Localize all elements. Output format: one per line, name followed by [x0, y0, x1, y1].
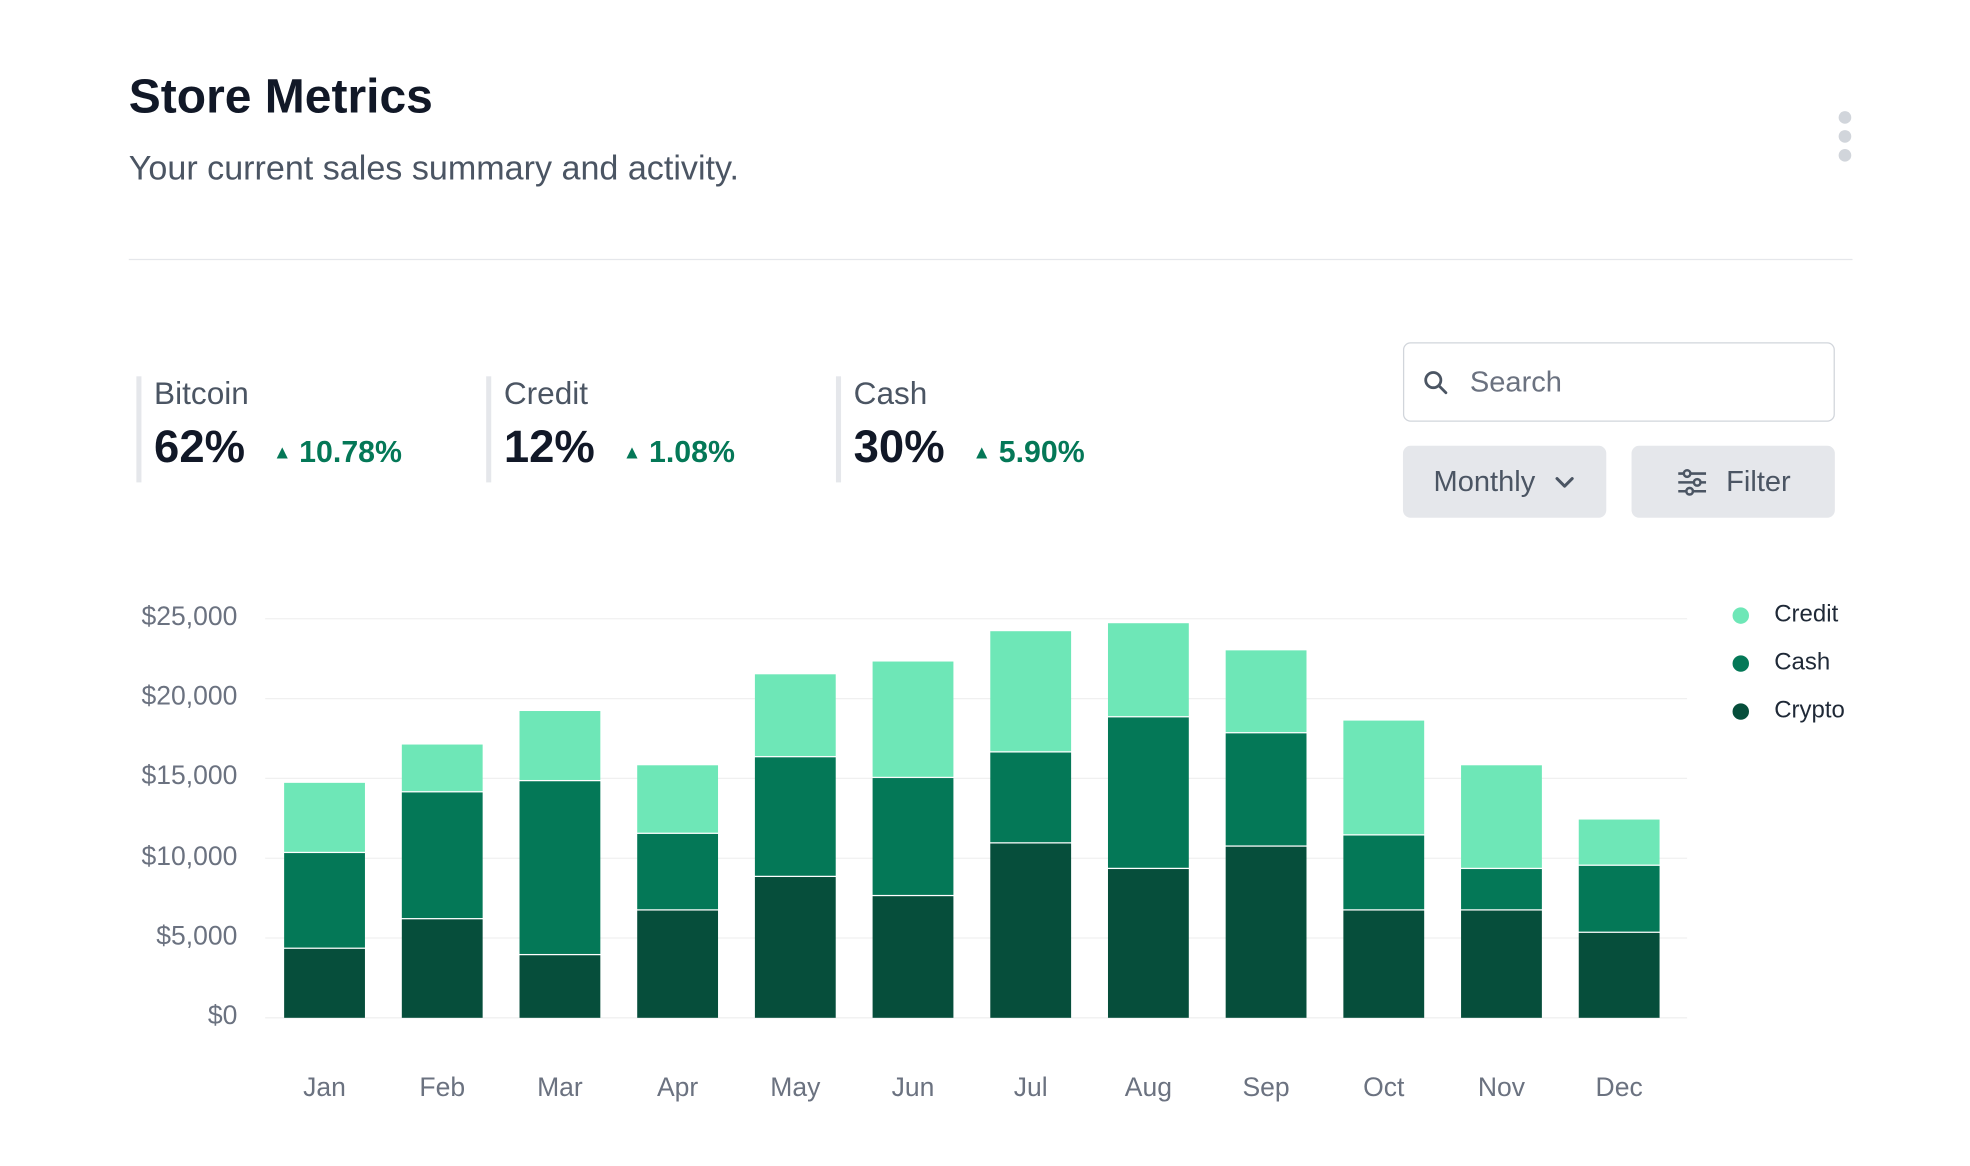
- bar-cash-mar: [519, 781, 601, 954]
- stat-value: 62%: [154, 420, 246, 473]
- bar-crypto-jan: [284, 948, 365, 1018]
- bar-credit-jun: [872, 661, 954, 777]
- search-icon: [1424, 370, 1448, 394]
- stat-value: 12%: [503, 420, 595, 473]
- legend-crypto: Crypto: [1732, 697, 1845, 725]
- x-tick-label: Mar: [537, 1073, 583, 1103]
- period-dropdown[interactable]: Monthly: [1402, 445, 1607, 518]
- stat-bitcoin: Bitcoin 62% ▲ 10.78%: [136, 376, 402, 483]
- x-tick-label: Dec: [1595, 1073, 1643, 1103]
- stat-cash: Cash 30% ▲ 5.90%: [835, 376, 1085, 483]
- y-tick-label: $0: [207, 1001, 238, 1031]
- bar-credit-dec: [1578, 819, 1660, 865]
- bar-cash-jul: [990, 752, 1072, 843]
- sliders-icon: [1678, 468, 1706, 496]
- stat-value: 30%: [853, 420, 945, 473]
- bar-crypto-may: [754, 877, 836, 1018]
- bar-crypto-jul: [990, 843, 1072, 1018]
- search-box[interactable]: [1402, 342, 1835, 422]
- bar-cash-apr: [637, 833, 719, 910]
- legend-label: Credit: [1774, 601, 1839, 628]
- bar-credit-aug: [1107, 623, 1189, 717]
- search-input[interactable]: [1467, 363, 1801, 401]
- stat-change: ▲ 1.08%: [623, 436, 735, 471]
- stat-change: ▲ 5.90%: [972, 436, 1084, 471]
- legend-label: Crypto: [1774, 697, 1845, 724]
- bar-cash-sep: [1225, 733, 1307, 846]
- bar-crypto-sep: [1225, 846, 1307, 1018]
- bar-crypto-oct: [1343, 910, 1425, 1018]
- x-tick-label: Jun: [891, 1073, 935, 1103]
- x-tick-label: Apr: [656, 1073, 699, 1103]
- stat-change-value: 1.08%: [648, 435, 735, 470]
- bar-credit-apr: [637, 765, 719, 833]
- legend-dot: [1732, 654, 1749, 672]
- legend-cash: Cash: [1732, 649, 1831, 677]
- y-tick-label: $25,000: [141, 602, 238, 632]
- x-tick-label: May: [770, 1073, 821, 1103]
- bar-cash-oct: [1343, 835, 1425, 910]
- divider: [128, 258, 1853, 261]
- bar-credit-feb: [401, 744, 483, 792]
- y-tick-label: $10,000: [141, 841, 238, 871]
- x-tick-label: Jul: [1013, 1073, 1048, 1103]
- legend-dot: [1732, 702, 1749, 720]
- bar-credit-mar: [519, 711, 601, 780]
- stat-label: Bitcoin: [154, 376, 249, 412]
- legend-credit: Credit: [1732, 601, 1839, 629]
- page-subtitle: Your current sales summary and activity.: [128, 149, 739, 187]
- bar-credit-may: [754, 674, 836, 757]
- bar-crypto-dec: [1578, 932, 1660, 1018]
- y-tick-label: $15,000: [141, 761, 238, 792]
- x-tick-label: Oct: [1363, 1073, 1405, 1103]
- bar-crypto-jun: [872, 896, 954, 1018]
- bar-cash-may: [754, 757, 836, 876]
- x-tick-label: Aug: [1124, 1073, 1172, 1103]
- page-title: Store Metrics: [128, 70, 433, 124]
- period-value: Monthly: [1433, 464, 1536, 498]
- bar-cash-dec: [1578, 865, 1660, 932]
- legend-dot: [1732, 606, 1749, 624]
- arrow-up-icon: ▲: [972, 441, 992, 464]
- stat-change-value: 10.78%: [299, 435, 402, 470]
- bar-crypto-mar: [519, 955, 601, 1018]
- bar-crypto-apr: [637, 910, 719, 1018]
- bar-crypto-aug: [1107, 869, 1189, 1018]
- bar-credit-jul: [990, 631, 1072, 752]
- arrow-up-icon: ▲: [272, 441, 292, 464]
- bar-crypto-feb: [401, 919, 483, 1018]
- bar-credit-nov: [1461, 765, 1542, 868]
- stat-label: Cash: [853, 376, 928, 412]
- stat-change: ▲ 10.78%: [273, 436, 402, 471]
- stat-credit: Credit 12% ▲ 1.08%: [486, 376, 735, 483]
- stat-change-value: 5.90%: [998, 435, 1085, 470]
- x-tick-label: Feb: [419, 1073, 466, 1103]
- legend-label: Cash: [1774, 649, 1831, 676]
- x-tick-label: Sep: [1242, 1073, 1290, 1103]
- x-tick-label: Nov: [1477, 1073, 1526, 1103]
- bar-cash-feb: [401, 792, 483, 919]
- bar-cash-aug: [1107, 717, 1189, 868]
- bar-cash-nov: [1461, 869, 1542, 910]
- filter-button[interactable]: Filter: [1631, 445, 1835, 518]
- bar-credit-sep: [1225, 650, 1307, 733]
- chevron-down-icon: [1555, 476, 1574, 488]
- y-tick-label: $20,000: [141, 682, 238, 712]
- bar-credit-oct: [1343, 720, 1425, 835]
- bar-cash-jun: [872, 778, 954, 895]
- stat-label: Credit: [503, 376, 589, 412]
- x-tick-label: Jan: [303, 1073, 346, 1103]
- arrow-up-icon: ▲: [622, 441, 642, 464]
- bar-cash-jan: [284, 853, 365, 948]
- bar-credit-jan: [284, 782, 365, 852]
- bar-crypto-nov: [1461, 910, 1542, 1018]
- more-options-icon[interactable]: [1831, 111, 1859, 172]
- filter-label: Filter: [1726, 464, 1791, 498]
- y-tick-label: $5,000: [156, 921, 238, 951]
